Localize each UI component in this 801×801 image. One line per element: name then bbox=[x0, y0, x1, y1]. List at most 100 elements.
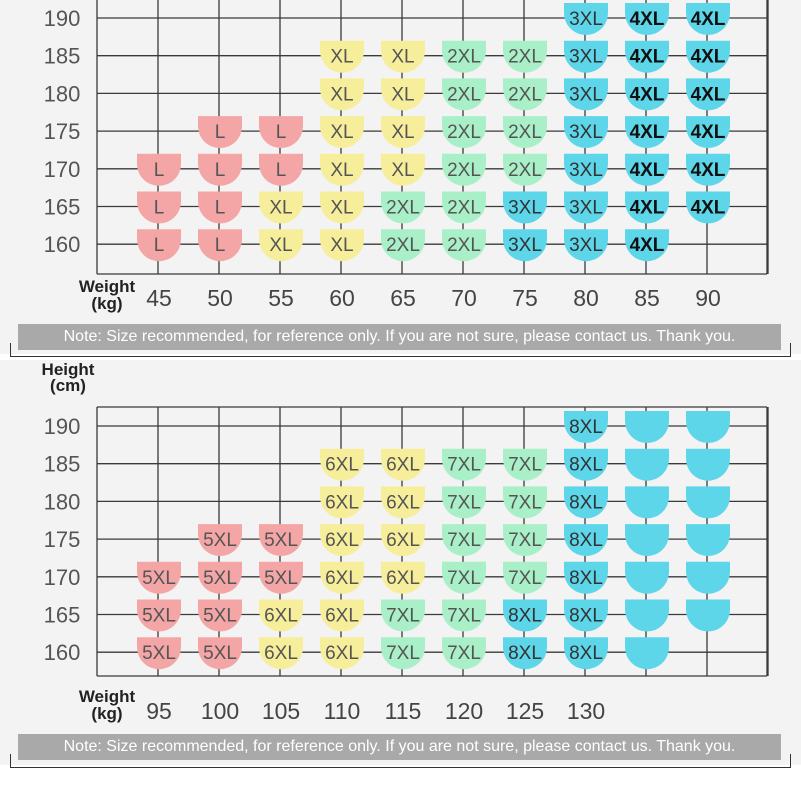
size-badge: 4XL bbox=[686, 191, 730, 224]
size-badge: 6XL bbox=[381, 486, 425, 519]
size-badge-shape bbox=[381, 561, 425, 594]
size-badge-label: 5XL bbox=[142, 568, 176, 589]
x-tick-label: 55 bbox=[268, 285, 294, 311]
size-badge-shape bbox=[442, 229, 486, 262]
y-tick-label: 170 bbox=[44, 157, 81, 182]
size-badge: 6XL bbox=[259, 637, 303, 670]
size-badge-shape bbox=[320, 486, 364, 519]
size-badge-shape bbox=[503, 637, 547, 670]
size-badge-shape bbox=[137, 599, 181, 632]
size-badge-label: 3XL bbox=[569, 9, 603, 30]
x-tick-label: 60 bbox=[329, 285, 355, 311]
size-badge-label: 6XL bbox=[325, 455, 359, 476]
size-badge-shape bbox=[320, 40, 364, 73]
size-badge-label: 4XL bbox=[630, 9, 665, 30]
size-badge: 4XL bbox=[686, 78, 730, 111]
size-badge-label: L bbox=[154, 235, 165, 256]
size-badge: 4XL bbox=[686, 3, 730, 35]
size-badge-shape bbox=[503, 561, 547, 594]
size-badge: 3XL bbox=[564, 40, 608, 73]
size-badge-shape bbox=[442, 599, 486, 632]
size-badge: L bbox=[259, 153, 303, 186]
y-axis-title: (cm) bbox=[50, 376, 86, 395]
size-badge-shape bbox=[442, 78, 486, 111]
size-badge-shape bbox=[625, 40, 669, 73]
size-badge: 7XL bbox=[381, 599, 425, 632]
size-badge-shape bbox=[259, 599, 303, 632]
size-badge-shape bbox=[320, 524, 364, 557]
size-badge bbox=[686, 561, 730, 594]
size-badge-label: 7XL bbox=[447, 455, 481, 476]
size-badge-label: 4XL bbox=[630, 160, 665, 181]
size-badge: XL bbox=[381, 153, 425, 186]
size-badge: L bbox=[198, 153, 242, 186]
size-badge-shape bbox=[686, 561, 730, 594]
size-badge-shape bbox=[442, 153, 486, 186]
y-tick-label: 180 bbox=[44, 81, 81, 106]
size-badge-label: 7XL bbox=[386, 606, 420, 627]
size-badge bbox=[625, 561, 669, 594]
size-badge-shape bbox=[259, 524, 303, 557]
size-badge-shape bbox=[198, 229, 242, 262]
y-tick-label: 175 bbox=[44, 119, 81, 144]
size-badge-shape bbox=[625, 78, 669, 111]
size-badge bbox=[686, 599, 730, 632]
y-tick-label: 180 bbox=[44, 489, 81, 514]
size-badge-shape bbox=[320, 191, 364, 224]
size-badge: 4XL bbox=[625, 40, 669, 73]
size-badge: 2XL bbox=[442, 40, 486, 73]
size-badge: 7XL bbox=[503, 524, 547, 557]
size-badge-label: 3XL bbox=[569, 198, 603, 219]
x-tick-label: 75 bbox=[512, 285, 538, 311]
size-badge-shape bbox=[259, 153, 303, 186]
size-badge-label: 8XL bbox=[569, 492, 603, 513]
size-badge-label: 2XL bbox=[447, 47, 481, 68]
size-badge-label: 5XL bbox=[142, 606, 176, 627]
size-badge-label: XL bbox=[330, 122, 353, 143]
size-table-bottom: Height(cm) 190 185 180 175 170 165 160 Weight(kg… bbox=[0, 360, 801, 765]
y-tick-label: 190 bbox=[44, 6, 81, 31]
size-badge-label: 4XL bbox=[691, 9, 726, 30]
size-badge bbox=[625, 637, 669, 670]
size-badge: XL bbox=[320, 153, 364, 186]
size-badge: 2XL bbox=[381, 191, 425, 224]
size-badge-label: 7XL bbox=[447, 530, 481, 551]
size-badge-label: 6XL bbox=[386, 568, 420, 589]
size-badge-shape bbox=[625, 191, 669, 224]
size-badge: 2XL bbox=[381, 229, 425, 262]
size-badge-shape bbox=[503, 599, 547, 632]
size-badge: XL bbox=[381, 116, 425, 149]
size-badge-shape bbox=[625, 3, 669, 35]
size-badge-shape bbox=[625, 599, 669, 632]
size-badge-label: 4XL bbox=[691, 198, 726, 219]
size-badge: 6XL bbox=[381, 561, 425, 594]
size-badge-shape bbox=[320, 637, 364, 670]
size-badge: L bbox=[259, 116, 303, 149]
size-badge-label: XL bbox=[391, 160, 414, 181]
size-badge-shape bbox=[442, 524, 486, 557]
size-badge-shape bbox=[198, 561, 242, 594]
size-badge: 5XL bbox=[137, 561, 181, 594]
size-badge-label: 6XL bbox=[325, 492, 359, 513]
size-badge-label: XL bbox=[269, 198, 292, 219]
size-badge-shape bbox=[381, 116, 425, 149]
size-badge-shape bbox=[198, 191, 242, 224]
size-badge-label: 3XL bbox=[569, 84, 603, 105]
size-badge: L bbox=[137, 229, 181, 262]
size-badge-shape bbox=[564, 637, 608, 670]
size-badge: 7XL bbox=[503, 486, 547, 519]
divider-top bbox=[10, 356, 791, 357]
size-badge-shape bbox=[381, 486, 425, 519]
size-badge-shape bbox=[198, 599, 242, 632]
size-badge-shape bbox=[442, 486, 486, 519]
size-badge-shape bbox=[625, 486, 669, 519]
size-badge: 8XL bbox=[564, 524, 608, 557]
size-badge: XL bbox=[259, 229, 303, 262]
size-badge-shape bbox=[564, 448, 608, 481]
size-badge: 5XL bbox=[198, 599, 242, 632]
size-badge-shape bbox=[442, 191, 486, 224]
size-badge-label: 5XL bbox=[142, 643, 176, 664]
size-badge-shape bbox=[503, 40, 547, 73]
size-badge: 4XL bbox=[625, 153, 669, 186]
divider-end-right-bottom bbox=[790, 754, 791, 768]
